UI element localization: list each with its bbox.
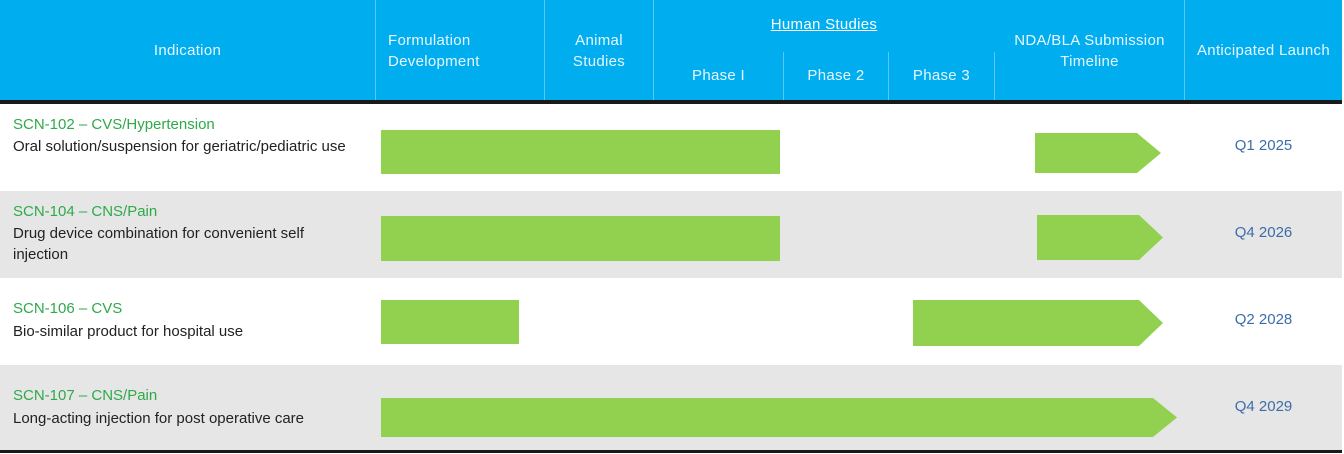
indication-description: Long-acting injection for post operative…: [13, 410, 305, 427]
launch-date: Q4 2029: [1234, 398, 1293, 415]
header-nda-label: NDA/BLA Submission Timeline: [1014, 32, 1165, 70]
indication-description: Bio-similar product for hospital use: [13, 323, 244, 340]
table-row: SCN-102 – CVS/Hypertension Oral solution…: [0, 104, 1342, 191]
table-row: SCN-106 – CVS Bio-similar product for ho…: [0, 278, 1342, 365]
header-launch: Anticipated Launch: [1185, 0, 1342, 100]
table-bottom-border: [0, 450, 1342, 453]
header-launch-label: Anticipated Launch: [1197, 42, 1330, 59]
indication-code: SCN-107 – CNS/Pain: [13, 387, 158, 404]
header-nda: NDA/BLA Submission Timeline: [995, 0, 1185, 100]
submission-arrow: [1037, 215, 1163, 260]
header-formulation: Formulation Development: [376, 0, 545, 100]
development-progress-bar: [381, 130, 780, 174]
header-phase2: Phase 2: [784, 52, 889, 100]
phase3-arrow: [913, 300, 1163, 346]
indication-code: SCN-102 – CVS/Hypertension: [13, 116, 215, 133]
submission-arrow: [1035, 133, 1161, 173]
indication-description: Drug device combination for convenient s…: [13, 225, 304, 263]
header-indication: Indication: [0, 0, 376, 100]
table-row: SCN-107 – CNS/Pain Long-acting injection…: [0, 365, 1342, 450]
development-progress-bar: [381, 300, 519, 344]
launch-date: Q2 2028: [1234, 311, 1293, 328]
header-phase3: Phase 3: [889, 52, 995, 100]
header-divider: [0, 100, 1342, 104]
header-animal-label: Animal Studies: [572, 32, 626, 70]
full-pipeline-arrow: [381, 398, 1177, 437]
table-row: SCN-104 – CNS/Pain Drug device combinati…: [0, 191, 1342, 278]
indication-code: SCN-106 – CVS: [13, 300, 123, 317]
launch-date: Q4 2026: [1234, 224, 1293, 241]
header-animal: Animal Studies: [545, 0, 654, 100]
header-human-studies: Human Studies: [770, 16, 878, 33]
header-phase1: Phase I: [654, 52, 784, 100]
indication-code: SCN-104 – CNS/Pain: [13, 203, 158, 220]
header-formulation-label: Formulation Development: [388, 32, 480, 70]
indication-description: Oral solution/suspension for geriatric/p…: [13, 138, 346, 155]
development-progress-bar: [381, 216, 780, 261]
table-header: Indication Formulation Development Anima…: [0, 0, 1342, 100]
header-indication-label: Indication: [153, 42, 222, 59]
launch-date: Q1 2025: [1234, 137, 1293, 154]
